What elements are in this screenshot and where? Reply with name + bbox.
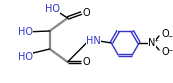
Text: O: O [161,47,169,57]
Text: +: + [153,38,159,42]
Text: HO: HO [18,27,33,37]
Text: O: O [83,8,90,18]
Text: −: − [167,47,172,53]
Text: HO: HO [18,52,33,62]
Text: HO: HO [45,4,60,14]
Text: −: − [167,34,172,39]
Text: HN: HN [86,36,101,46]
Text: O: O [83,57,90,67]
Text: O: O [161,29,169,39]
Text: N: N [148,38,156,48]
